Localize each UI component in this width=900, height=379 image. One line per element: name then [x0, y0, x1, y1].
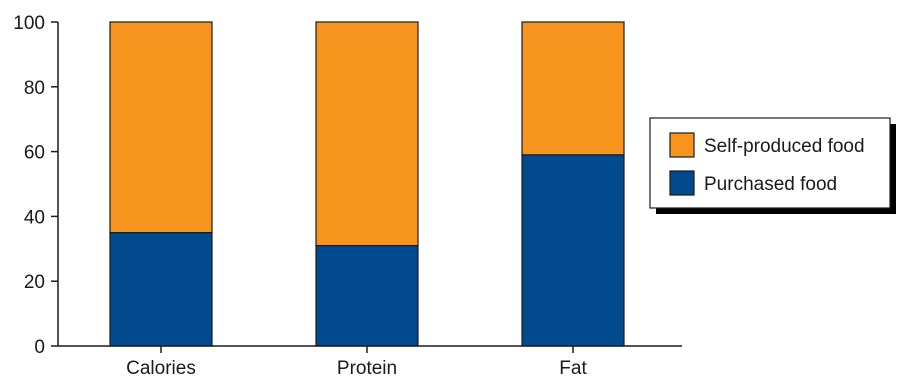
x-tick-label-calories: Calories: [126, 358, 196, 379]
y-tick-label-0: 0: [34, 337, 45, 358]
bar-fat-self-produced-food: [521, 21, 625, 156]
bar-protein-purchased-food: [315, 244, 419, 347]
legend: Self-produced food Purchased food: [649, 117, 896, 214]
x-tick-label-fat: Fat: [559, 358, 587, 379]
bar-protein-self-produced-food: [315, 21, 419, 247]
y-tick-label-40: 40: [24, 207, 45, 228]
bar-fat-purchased-food: [521, 154, 625, 347]
legend-label-self-produced-food: Self-produced food: [704, 136, 865, 157]
legend-swatch-self-produced-food: [669, 132, 695, 158]
bar-calories-purchased-food: [109, 232, 213, 347]
y-tick-label-60: 60: [24, 143, 45, 164]
bar-calories-self-produced-food: [109, 21, 213, 234]
legend-swatch-purchased-food: [669, 170, 695, 196]
legend-label-purchased-food: Purchased food: [704, 174, 837, 195]
bars-layer: [109, 21, 625, 347]
x-tick-label-protein: Protein: [337, 358, 397, 379]
y-tick-label-100: 100: [13, 13, 45, 34]
y-tick-label-80: 80: [24, 78, 45, 99]
axes-layer: 0 20 40 60 80 100 Calories Protein Fat: [13, 13, 682, 379]
y-tick-label-20: 20: [24, 272, 45, 293]
